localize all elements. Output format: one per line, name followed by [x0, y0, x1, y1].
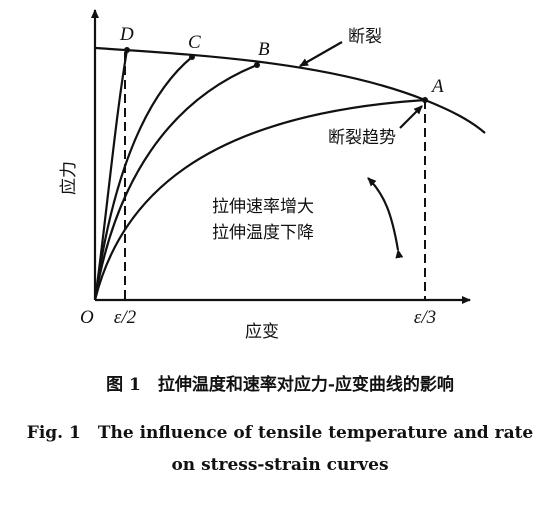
curve-b	[93, 63, 258, 301]
x-axis-label: 应变	[245, 322, 279, 342]
annotation: 断裂趋势	[328, 128, 396, 148]
y-axis-label: 应力	[59, 161, 79, 195]
annotation: 拉伸速率增大	[212, 197, 314, 217]
annotation: 拉伸温度下降	[212, 223, 314, 243]
point-label: C	[188, 32, 201, 53]
double-arrow	[367, 177, 404, 259]
annotation: 断裂	[348, 27, 382, 47]
curve-c	[93, 56, 193, 301]
point	[254, 62, 260, 68]
point-label: B	[258, 39, 270, 60]
origin-label: O	[80, 307, 94, 328]
caption: on stress-strain curves	[171, 455, 388, 475]
point-label: A	[430, 76, 444, 97]
fracture-curve	[94, 46, 486, 134]
curve-a	[93, 98, 426, 301]
caption: Fig. 1 The influence of tensile temperat…	[27, 423, 534, 443]
point-label: D	[119, 24, 134, 45]
point	[422, 97, 428, 103]
tick-label: ε/2	[114, 307, 137, 328]
arrow	[399, 105, 423, 129]
point	[189, 54, 195, 60]
tick-label: ε/3	[414, 307, 436, 328]
caption: 图 1 拉伸温度和速率对应力-应变曲线的影响	[106, 374, 454, 395]
arrow	[299, 41, 343, 67]
point	[124, 47, 130, 53]
